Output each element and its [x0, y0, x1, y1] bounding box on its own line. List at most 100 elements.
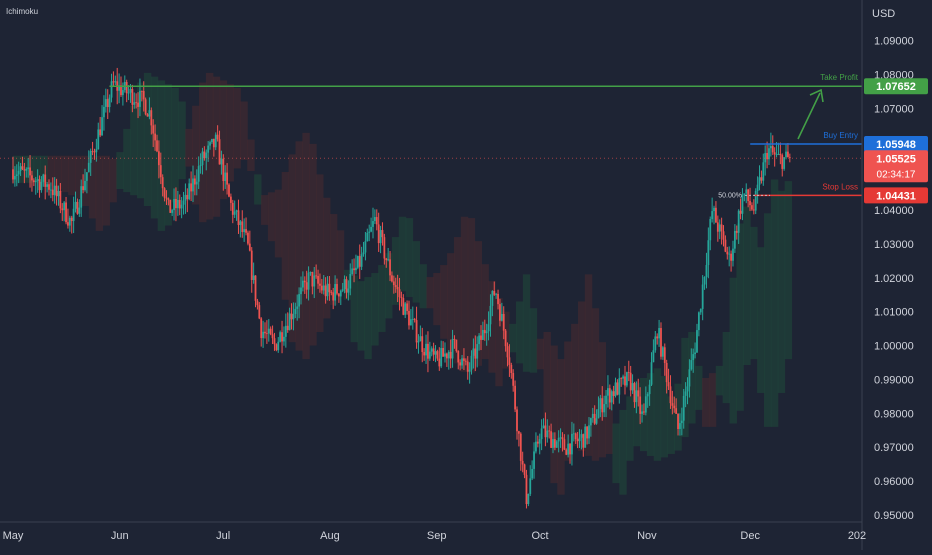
candle	[540, 419, 543, 451]
candle	[245, 217, 247, 236]
candle	[538, 433, 541, 455]
candle	[612, 385, 615, 405]
cloud-segment	[164, 84, 172, 226]
candle	[457, 350, 460, 370]
candle	[70, 215, 73, 234]
candle	[720, 217, 723, 245]
candle	[326, 276, 329, 301]
candle	[508, 344, 511, 377]
candle	[447, 350, 450, 370]
candle	[27, 158, 30, 178]
candle	[493, 281, 496, 296]
candle	[652, 339, 655, 363]
candle	[38, 175, 41, 198]
candle	[654, 331, 657, 353]
candle	[444, 342, 446, 363]
candle	[656, 333, 659, 345]
candle	[481, 321, 484, 340]
candle	[197, 156, 200, 189]
candle	[57, 185, 60, 206]
candle	[491, 290, 494, 317]
cloud-segment	[247, 139, 255, 171]
candle	[641, 404, 643, 423]
cloud-segment	[633, 382, 641, 447]
cloud-segment	[40, 155, 48, 183]
candle	[715, 201, 717, 223]
time-tick-label: Dec	[740, 530, 760, 542]
candle	[438, 347, 441, 371]
candle	[476, 336, 479, 368]
candle	[711, 197, 714, 223]
cloud-segment	[571, 323, 579, 447]
candle	[743, 193, 746, 202]
price-tick-label: 1.02000	[874, 273, 914, 285]
price-tick-label: 0.98000	[874, 408, 914, 420]
time-tick-label: Jul	[216, 530, 230, 542]
candle	[286, 312, 289, 333]
candle	[195, 169, 198, 196]
candle	[408, 300, 410, 330]
candle	[269, 326, 272, 336]
candle	[766, 141, 768, 169]
cloud-segment	[371, 273, 379, 346]
candle	[228, 183, 230, 198]
candle	[625, 371, 628, 388]
candle	[661, 345, 664, 360]
candle	[193, 175, 196, 196]
candle	[176, 191, 179, 216]
price-axis[interactable]: 1.090001.080001.070001.060001.050001.040…	[874, 36, 914, 523]
candle	[180, 197, 183, 219]
candle	[607, 375, 609, 408]
projection-arrow[interactable]	[797, 88, 824, 140]
candle	[211, 138, 213, 144]
candle	[624, 365, 626, 395]
price-tick-label: 0.97000	[874, 442, 914, 454]
cloud-segment	[219, 80, 228, 200]
candle	[544, 412, 547, 447]
candle	[99, 116, 102, 138]
candle	[483, 319, 486, 341]
candle	[65, 196, 67, 225]
candle	[341, 282, 344, 293]
candle	[49, 182, 52, 199]
candle	[591, 407, 594, 423]
candle	[497, 289, 499, 310]
candle	[599, 394, 602, 418]
candle	[749, 187, 751, 212]
candle	[571, 421, 573, 466]
candle	[258, 302, 261, 320]
candle	[250, 247, 253, 293]
cloud-segment	[267, 192, 276, 242]
candle	[78, 199, 81, 217]
candle	[758, 165, 761, 191]
candle	[692, 348, 695, 373]
cloud-segment	[653, 368, 662, 461]
candle	[165, 190, 168, 205]
candle	[381, 222, 384, 246]
candle	[292, 302, 295, 331]
cloud-segment	[509, 323, 517, 353]
candle	[671, 390, 674, 415]
candle	[343, 275, 346, 294]
candle	[610, 389, 613, 411]
candle	[478, 333, 480, 351]
candle	[104, 88, 107, 113]
cloud-segment	[453, 237, 462, 364]
cloud-segment	[419, 264, 427, 309]
candle	[311, 271, 314, 295]
candle	[339, 289, 342, 306]
cloud-segment	[619, 409, 627, 495]
cloud-segment	[185, 128, 193, 167]
candle	[502, 306, 505, 340]
cloud-segment	[378, 265, 386, 332]
candle	[154, 124, 157, 151]
time-axis[interactable]: May Jun Jul Aug Sep Oct Nov Dec 202	[3, 530, 867, 542]
candle	[171, 208, 174, 217]
candle	[451, 329, 454, 368]
candle	[114, 75, 117, 86]
candle	[12, 156, 14, 184]
candle	[328, 276, 331, 301]
candle	[449, 339, 452, 369]
candle	[101, 105, 103, 136]
